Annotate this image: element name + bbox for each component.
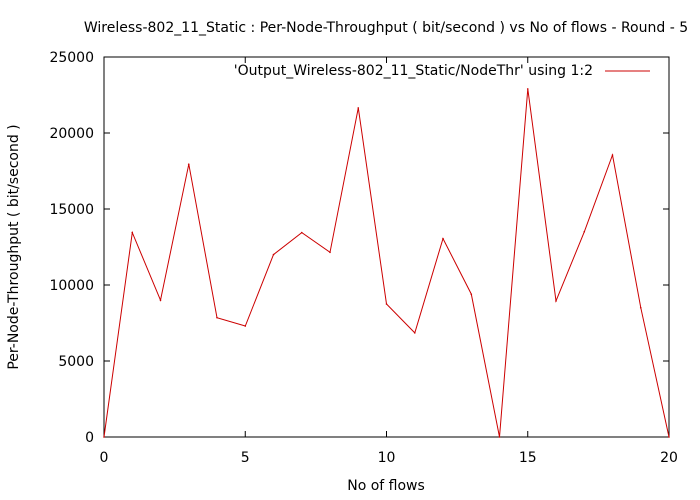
data-point (103, 436, 105, 438)
plot-frame (103, 56, 670, 438)
series-line-0 (103, 88, 670, 438)
data-point (583, 231, 586, 233)
y-tick-label: 0 (85, 430, 94, 446)
y-tick-label: 5000 (58, 354, 94, 370)
x-tick-label: 0 (100, 450, 109, 466)
y-axis-label: Per-Node-Throughput ( bit/second ) (6, 124, 22, 369)
data-point (131, 231, 134, 234)
data-point (498, 436, 501, 438)
y-axis-ticks: 0 5000 10000 15000 20000 25000 (49, 50, 669, 446)
chart-title: Wireless-802_11_Static : Per-Node-Throug… (84, 20, 688, 36)
legend-label: 'Output_Wireless-802_11_Static/NodeThr' … (234, 63, 593, 79)
data-point (413, 332, 416, 334)
y-tick-label: 25000 (49, 50, 94, 66)
data-point (357, 107, 360, 109)
legend: 'Output_Wireless-802_11_Static/NodeThr' … (234, 63, 650, 79)
y-tick-label: 10000 (49, 278, 94, 294)
data-point (187, 163, 190, 165)
y-tick-label: 15000 (49, 202, 94, 218)
data-point (329, 251, 331, 254)
data-point (244, 325, 247, 327)
data-point (216, 316, 218, 319)
y-tick-label: 20000 (49, 126, 94, 142)
data-point (470, 293, 473, 295)
data-point (639, 307, 642, 309)
data-point (385, 303, 388, 305)
x-tick-label: 5 (241, 450, 250, 466)
data-point (668, 436, 670, 438)
x-tick-label: 10 (378, 450, 396, 466)
x-tick-label: 15 (519, 450, 537, 466)
x-tick-label: 20 (660, 450, 678, 466)
x-axis-label: No of flows (347, 478, 425, 494)
x-axis-ticks: 0 5 10 15 20 (100, 57, 678, 466)
data-point (442, 237, 444, 240)
data-point (272, 253, 275, 256)
data-point (159, 299, 162, 302)
data-point (526, 88, 529, 90)
series-group (103, 88, 670, 438)
data-point (300, 231, 303, 234)
data-point (555, 300, 557, 302)
data-point (611, 154, 614, 156)
